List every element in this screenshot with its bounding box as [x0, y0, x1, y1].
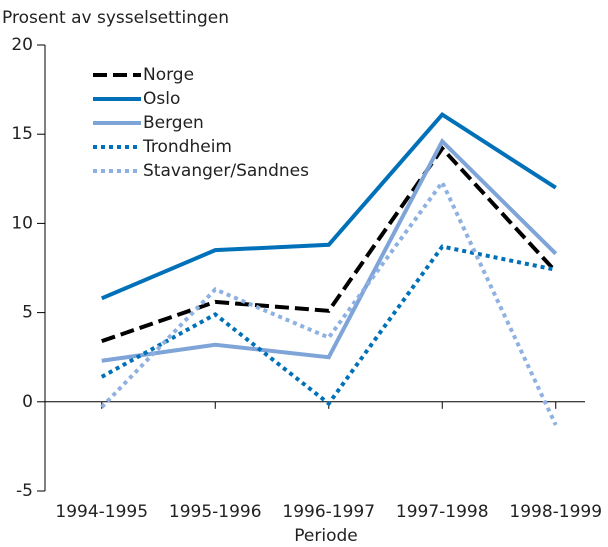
series-line — [100, 244, 557, 407]
legend-label: Trondheim — [142, 137, 232, 157]
legend-label: Bergen — [143, 113, 204, 133]
x-axis-label: Periode — [294, 526, 357, 546]
series-line — [100, 111, 557, 301]
legend-label: Norge — [143, 65, 194, 85]
x-tick-label: 1997-1998 — [396, 502, 489, 522]
y-tick-label: 5 — [22, 303, 33, 323]
x-tick-label: 1995-1996 — [169, 502, 262, 522]
x-tick-label: 1996-1997 — [282, 502, 375, 522]
y-tick-label: 0 — [22, 392, 33, 412]
y-tick-label: -5 — [16, 481, 33, 501]
x-tick-label: 1998-1999 — [509, 502, 602, 522]
series-line — [101, 138, 558, 363]
series-line — [101, 145, 558, 344]
y-tick-label: 15 — [11, 124, 33, 144]
y-tick-label: 20 — [11, 35, 33, 55]
series-line — [100, 178, 558, 426]
y-tick-label: 10 — [11, 213, 33, 233]
y-axis-label: Prosent av sysselsettingen — [2, 8, 229, 28]
legend-label: Oslo — [143, 89, 180, 109]
x-tick-label: 1994-1995 — [55, 502, 148, 522]
legend-label: Stavanger/Sandnes — [143, 161, 309, 181]
